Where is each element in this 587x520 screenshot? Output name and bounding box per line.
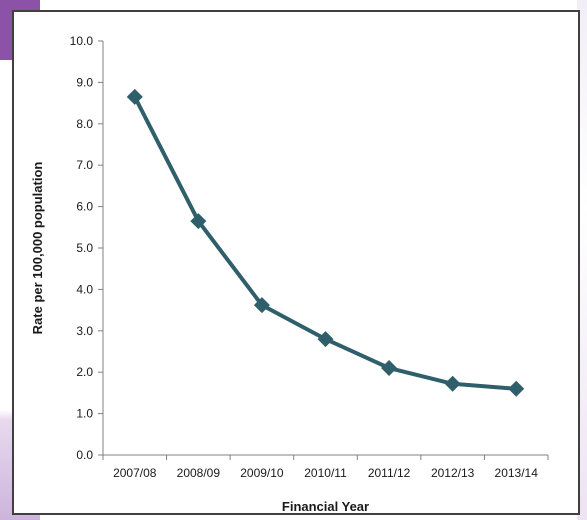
background-right-decoration [577,0,587,520]
data-point [126,88,143,105]
y-tick-label: 8.0 [76,117,93,131]
y-ticks: 0.0 1.0 2.0 3.0 4.0 5.0 6.0 7.0 8.0 9.0 10.0 [70,34,103,462]
x-tick-label: 2013/14 [495,466,539,480]
y-tick-label: 1.0 [76,407,93,421]
y-tick-label: 3.0 [76,324,93,338]
y-tick-label: 2.0 [76,365,93,379]
y-tick-label: 10.0 [70,34,94,48]
x-tick-label: 2008/09 [177,466,221,480]
data-point [508,380,525,397]
y-tick-label: 4.0 [76,282,93,296]
data-point [381,360,398,377]
y-axis-title: Rate per 100,000 population [30,162,45,335]
data-point [190,213,207,230]
x-tick-label: 2009/10 [240,466,284,480]
y-tick-label: 6.0 [76,200,93,214]
axes [102,41,548,456]
y-tick-label: 7.0 [76,158,93,172]
x-tick-label: 2011/12 [368,466,411,480]
data-point [317,331,334,348]
y-tick-label: 5.0 [76,241,93,255]
x-tick-label: 2007/08 [113,466,157,480]
x-ticks: 2007/08 2008/09 2009/10 2010/11 2011/12 2012/… [102,455,549,480]
x-tick-label: 2010/11 [304,466,347,480]
chart-frame [12,10,580,515]
x-tick-label: 2012/13 [431,466,475,480]
y-tick-label: 0.0 [76,448,93,462]
x-axis-title: Financial Year [282,499,369,514]
data-point [444,375,461,392]
data-point [253,297,270,314]
y-tick-label: 9.0 [76,75,93,89]
series-group [126,88,525,397]
